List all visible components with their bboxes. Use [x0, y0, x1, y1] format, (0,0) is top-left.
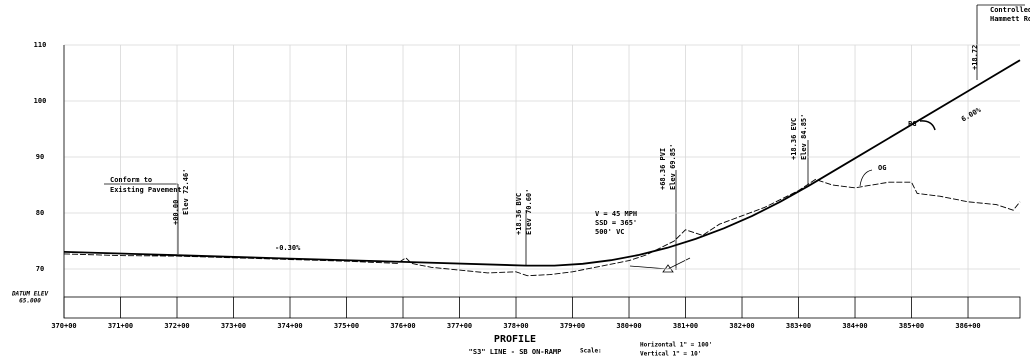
y-tick-label: 90 — [36, 153, 44, 161]
datum-band — [63, 296, 1021, 319]
y-tick-label: 80 — [36, 209, 44, 217]
annotation: +68.36 PVI — [659, 148, 667, 190]
x-tick-label: 381+00 — [673, 322, 698, 330]
annotation: Existing Pavement — [110, 186, 182, 194]
series-line — [63, 178, 1021, 277]
x-tick-label: 380+00 — [616, 322, 641, 330]
x-tick-label: 379+00 — [560, 322, 585, 330]
annotation: OG — [878, 164, 886, 172]
x-tick-label: 376+00 — [390, 322, 415, 330]
annotation: Elev 70.60' — [525, 189, 533, 235]
annotation: Elev 69.85' — [669, 144, 677, 190]
y-tick-label: 110 — [34, 41, 47, 49]
annotation: 500' VC — [595, 228, 625, 236]
annotation: Elev 72.46' — [182, 169, 190, 215]
x-tick-label: 386+00 — [955, 322, 980, 330]
x-tick-label: 382+00 — [729, 322, 754, 330]
annotation: Scale: — [580, 348, 602, 355]
annotation: PROFILE — [494, 334, 536, 345]
x-tick-label: 384+00 — [842, 322, 867, 330]
x-tick-label: 377+00 — [447, 322, 472, 330]
leader — [859, 169, 873, 187]
annotation: -0.30% — [275, 244, 301, 252]
annotation: Conform to — [110, 176, 152, 184]
annotation: +18.72 — [971, 45, 979, 70]
series-line — [63, 59, 1021, 267]
leader — [919, 120, 936, 131]
y-tick-label: 100 — [34, 97, 47, 105]
x-tick-label: 370+00 — [51, 322, 76, 330]
annotation: Controlled By — [990, 6, 1030, 14]
annotation: PG — [908, 120, 916, 128]
x-tick-label: 371+00 — [108, 322, 133, 330]
annotation: Hammett Road — [990, 15, 1030, 23]
x-tick-label: 375+00 — [334, 322, 359, 330]
annotation: SSD = 365' — [595, 219, 637, 227]
leader — [629, 257, 691, 270]
annotation: Elev 84.85' — [800, 114, 808, 160]
annotation: DATUM ELEV — [11, 291, 49, 298]
annotation: +18.36 EVC — [790, 118, 798, 160]
annotation: 65.000 — [19, 298, 41, 305]
x-tick-label: 373+00 — [221, 322, 246, 330]
x-tick-label: 378+00 — [503, 322, 528, 330]
annotation: "S3" LINE - SB ON-RAMP — [469, 348, 562, 356]
annotation: +18.36 BVC — [515, 193, 523, 235]
annotation: V = 45 MPH — [595, 210, 637, 218]
annotation: +00.00 — [172, 200, 180, 225]
annotation: 6.00% — [960, 106, 983, 124]
annotation: Horizontal 1" = 100' — [640, 342, 712, 349]
x-tick-label: 372+00 — [164, 322, 189, 330]
x-tick-label: 383+00 — [786, 322, 811, 330]
pvi-symbol — [662, 264, 674, 273]
x-tick-label: 385+00 — [899, 322, 924, 330]
annotation: Vertical 1" = 10' — [640, 351, 701, 358]
y-tick-label: 70 — [36, 265, 44, 273]
x-tick-label: 374+00 — [277, 322, 302, 330]
